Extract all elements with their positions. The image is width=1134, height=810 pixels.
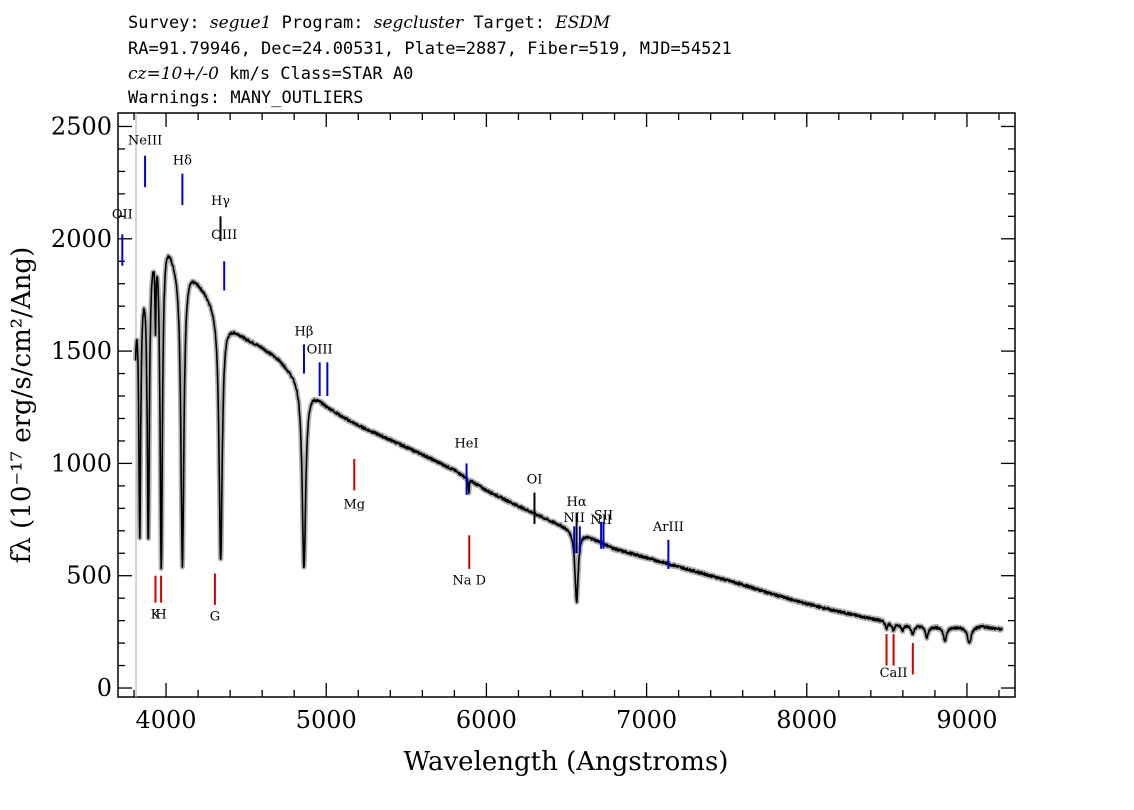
x-tick-label: 9000: [936, 706, 997, 734]
y-tick-label: 500: [66, 562, 112, 590]
absorption-marker-label: G: [210, 610, 220, 625]
emission-marker-label: Hβ: [295, 324, 314, 339]
header-survey-part-4: Target:: [463, 13, 555, 33]
emission-marker-label: OII: [112, 208, 133, 223]
y-tick-label: 2000: [51, 225, 112, 253]
spectral-line-markers: OIINeIIIHδHγOIIIHβOIIIHeIOINIIHαNIISIIAr…: [112, 133, 914, 681]
y-tick-label: 2500: [51, 112, 112, 140]
emission-marker-label: OI: [527, 473, 543, 488]
absorption-marker-label: Mg: [343, 497, 365, 512]
y-tick-label: 1500: [51, 337, 112, 365]
header-survey-part-5: ESDM: [554, 13, 611, 33]
absorption-marker-label: K: [151, 607, 161, 622]
header-redshift-line: cz=10+/-0 km/s Class=STAR A0: [128, 64, 413, 84]
absorption-marker-label: Na D: [452, 574, 486, 589]
emission-marker-label: NeIII: [128, 133, 162, 148]
header-survey-part-1: segue1: [210, 13, 272, 33]
y-axis-title: fλ (10⁻¹⁷ erg/s/cm²/Ang): [7, 247, 37, 563]
axis-tick-labels: 4000 5000 6000 7000 8000 9000 0 500 1000 1500 2000…: [51, 112, 998, 734]
header-warnings-line: Warnings: MANY_OUTLIERS: [128, 88, 363, 108]
emission-marker-label: ArIII: [652, 520, 684, 535]
emission-marker-label: Hα: [567, 495, 587, 510]
x-tick-label: 7000: [616, 706, 677, 734]
plot-header: Survey: segue1 Program: segcluster Targe…: [128, 13, 732, 108]
absorption-marker-label: CaII: [880, 666, 908, 681]
header-redshift-part-0: cz=10+/-0: [128, 64, 219, 84]
axis-ticks: [118, 113, 1015, 697]
emission-marker-label: Hδ: [173, 154, 192, 169]
x-tick-label: 8000: [776, 706, 837, 734]
emission-marker-label: Hγ: [211, 194, 230, 209]
emission-marker-label: OIII: [211, 228, 237, 243]
emission-marker-label: OIII: [307, 342, 333, 357]
plot-frame: [117, 112, 1016, 698]
x-axis-title: Wavelength (Angstroms): [404, 747, 729, 777]
spectrum-error-band: [133, 253, 1005, 646]
header-redshift-part-1: km/s Class=STAR A0: [219, 64, 413, 84]
emission-marker-label: HeI: [454, 437, 478, 452]
emission-marker-label: SII: [594, 509, 613, 524]
spectrum-flux-line: [134, 254, 1003, 644]
header-survey-part-3: segcluster: [374, 13, 464, 33]
absorption-marker-label: H: [155, 607, 166, 622]
y-tick-label: 1000: [51, 449, 112, 477]
y-tick-label: 0: [97, 674, 112, 702]
x-tick-label: 4000: [136, 706, 197, 734]
x-tick-label: 6000: [456, 706, 517, 734]
emission-marker-label: NII: [563, 511, 585, 526]
x-tick-label: 5000: [296, 706, 357, 734]
emission-marker-label: NII: [590, 513, 612, 528]
header-survey-line: Survey: segue1 Program: segcluster Targe…: [128, 13, 611, 33]
header-coordinates-line: RA=91.79946, Dec=24.00531, Plate=2887, F…: [128, 39, 732, 59]
header-survey-part-2: Program:: [271, 13, 373, 33]
header-survey-part-0: Survey:: [128, 13, 210, 33]
plot-area: 4000 5000 6000 7000 8000 9000 0 500 1000 1500 2000…: [51, 112, 1016, 734]
